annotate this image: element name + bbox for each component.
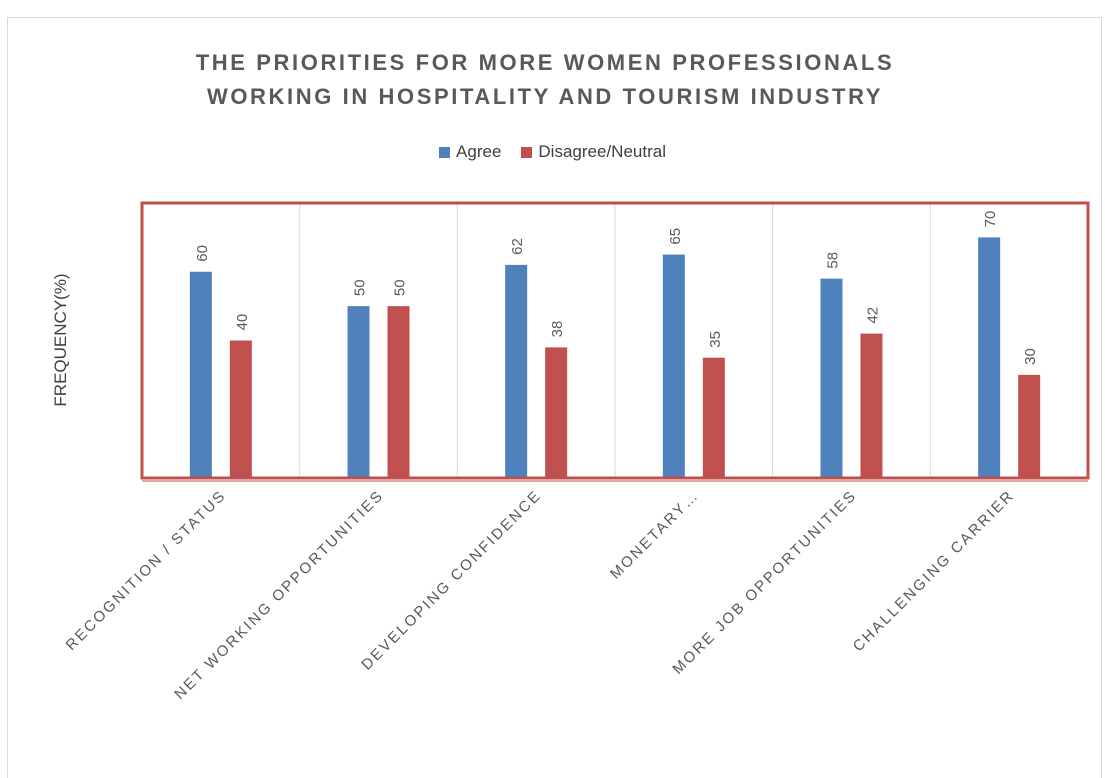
bar-disagree bbox=[229, 340, 252, 478]
plot-area-border bbox=[140, 201, 1090, 480]
chart-title: THE PRIORITIES FOR MORE WOMEN PROFESSION… bbox=[0, 46, 1090, 114]
x-tick-label: CHALLENGING CARRIER bbox=[850, 487, 1018, 655]
data-label-agree: 58 bbox=[825, 252, 842, 269]
bar-agree bbox=[820, 278, 843, 478]
bar-agree bbox=[505, 264, 528, 478]
legend-item-agree: Agree bbox=[439, 142, 501, 162]
data-label-disagree: 40 bbox=[234, 314, 251, 331]
legend-label-agree: Agree bbox=[456, 142, 502, 161]
y-axis-label: FREQUENCY(%) bbox=[51, 273, 70, 406]
data-label-agree: 65 bbox=[667, 228, 684, 245]
x-tick-label: MONETARY… bbox=[607, 487, 703, 583]
data-label-disagree: 38 bbox=[549, 321, 566, 338]
x-tick-label: MORE JOB OPPORTUNITIES bbox=[669, 487, 860, 678]
bar-disagree bbox=[860, 333, 883, 478]
data-label-agree: 50 bbox=[352, 279, 369, 296]
bar-disagree bbox=[545, 347, 568, 478]
chart-frame bbox=[7, 17, 1102, 778]
legend-swatch-disagree bbox=[521, 146, 533, 158]
data-label-agree: 70 bbox=[982, 211, 999, 228]
data-label-agree: 62 bbox=[509, 238, 526, 255]
data-label-disagree: 42 bbox=[865, 307, 882, 324]
x-tick-label: RECOGNITION / STATUS bbox=[63, 487, 230, 654]
data-label-disagree: 50 bbox=[392, 279, 409, 296]
bar-agree bbox=[978, 237, 1001, 478]
chart-title-line-2: WORKING IN HOSPITALITY AND TOURISM INDUS… bbox=[206, 84, 884, 109]
data-label-agree: 60 bbox=[194, 245, 211, 262]
bar-agree bbox=[347, 306, 370, 478]
x-tick-label: DEVELOPING CONFIDENCE bbox=[358, 487, 545, 674]
data-label-disagree: 35 bbox=[707, 331, 724, 348]
chart-title-line-1: THE PRIORITIES FOR MORE WOMEN PROFESSION… bbox=[195, 50, 895, 75]
data-label-disagree: 30 bbox=[1022, 348, 1039, 365]
legend-item-disagree: Disagree/Neutral bbox=[521, 142, 666, 162]
bar-disagree bbox=[702, 357, 725, 478]
legend-swatch-agree bbox=[439, 146, 451, 158]
bar-agree bbox=[662, 254, 685, 478]
bar-disagree bbox=[387, 306, 410, 478]
legend-label-disagree: Disagree/Neutral bbox=[538, 142, 666, 161]
bar-agree bbox=[189, 271, 212, 478]
chart-legend: Agree Disagree/Neutral bbox=[0, 142, 1105, 162]
bar-disagree bbox=[1018, 374, 1041, 478]
